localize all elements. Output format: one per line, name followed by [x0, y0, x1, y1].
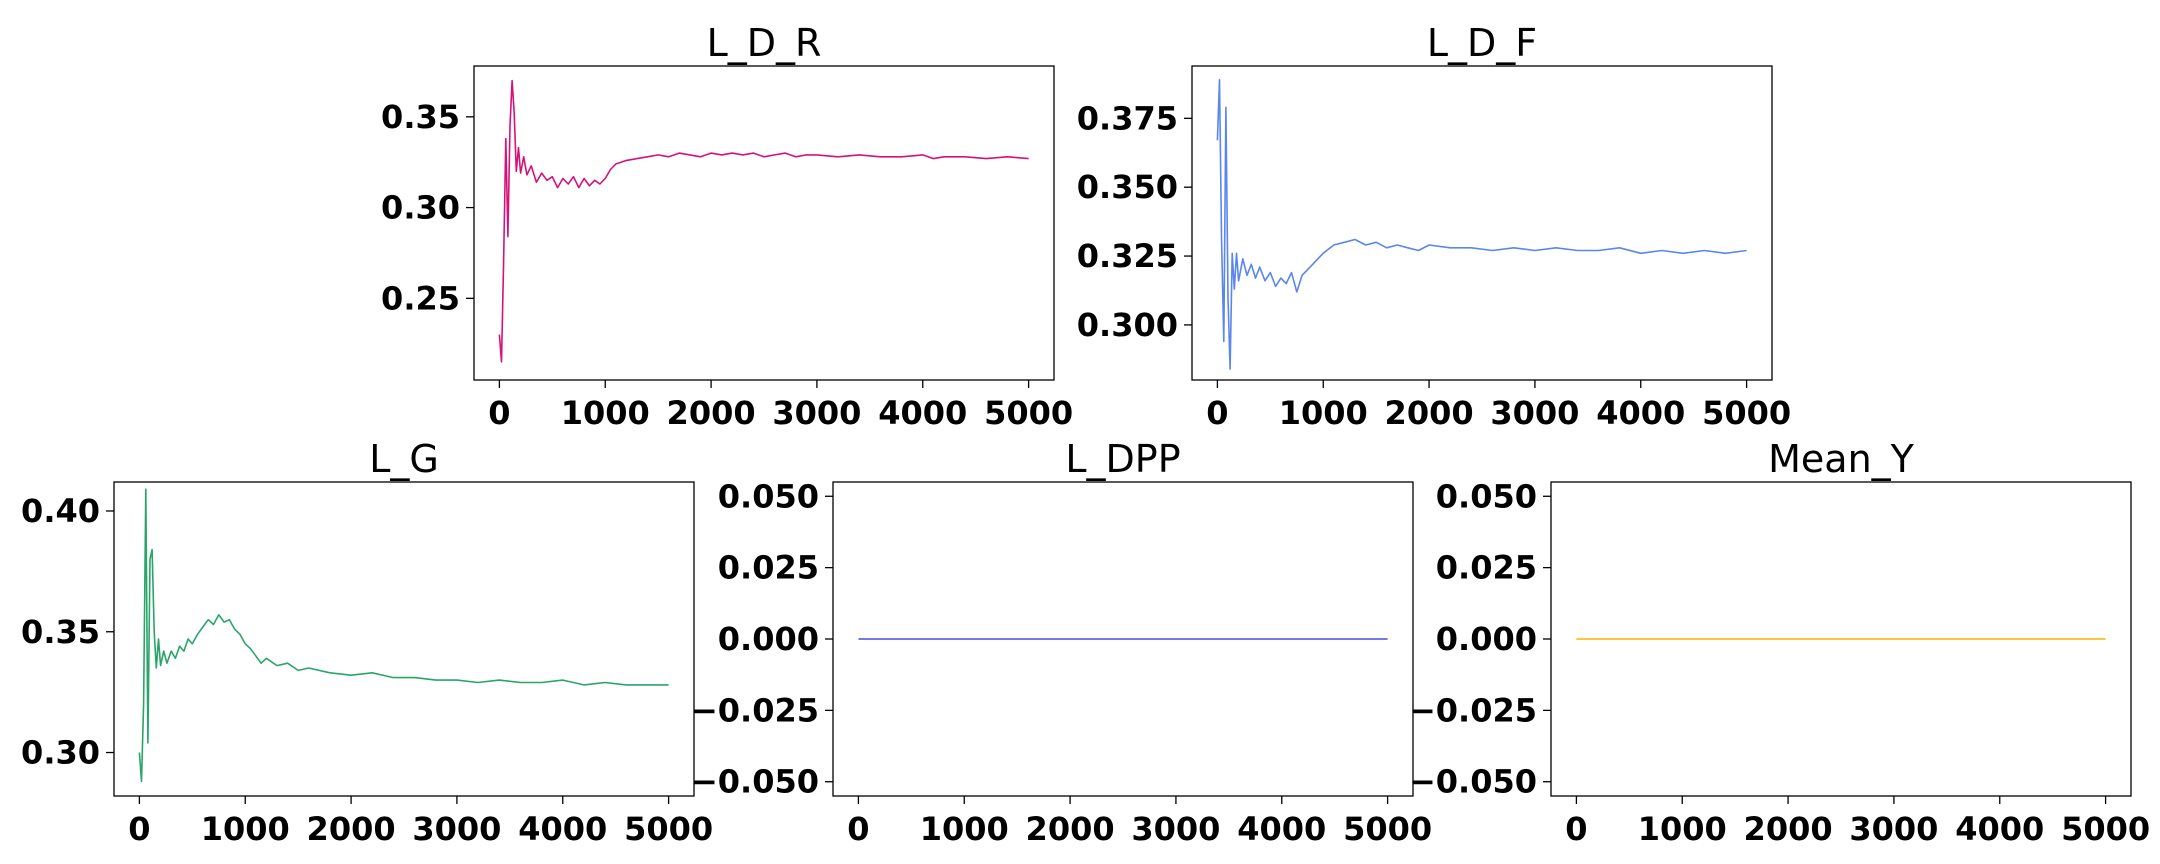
- y-tick-label: −0.050: [691, 763, 819, 801]
- chart-title: L_DPP: [1065, 437, 1180, 481]
- subplot-2: L_G 0 1000 2000 3000 4000 5000 0.30 0.35 0.40: [21, 437, 713, 848]
- x-tick-label: 4000: [1596, 394, 1685, 432]
- y-tick-label: 0.325: [1077, 237, 1178, 275]
- x-tick-label: 0: [488, 394, 510, 432]
- chart-title: L_D_F: [1427, 21, 1537, 65]
- y-tick-label: −0.050: [1409, 763, 1537, 801]
- x-tick-label: 5000: [1702, 394, 1791, 432]
- y-tick-label: 0.30: [381, 189, 460, 227]
- y-tick-label: 0.35: [21, 613, 100, 651]
- y-tick-label: 0.375: [1077, 99, 1178, 137]
- y-tick-label: 0.000: [1436, 620, 1537, 658]
- x-tick-label: 5000: [624, 810, 713, 848]
- x-tick-label: 4000: [1237, 810, 1326, 848]
- x-tick-label: 3000: [1490, 394, 1579, 432]
- x-tick-label: 4000: [878, 394, 967, 432]
- subplot-1: L_D_F 0 1000 2000 3000 4000 5000 0.300 0.325 0.35…: [1077, 21, 1791, 432]
- x-tick-label: 3000: [772, 394, 861, 432]
- y-tick-label: 0.050: [718, 477, 819, 515]
- x-tick-label: 5000: [984, 394, 1073, 432]
- x-tick-label: 3000: [1131, 810, 1220, 848]
- y-tick-label: 0.025: [1436, 549, 1537, 587]
- x-tick-label: 1000: [920, 810, 1009, 848]
- x-tick-label: 0: [1206, 394, 1228, 432]
- chart-title: Mean_Y: [1768, 437, 1915, 481]
- x-tick-label: 3000: [1849, 810, 1938, 848]
- plot-frame: [113, 481, 695, 797]
- y-tick-label: 0.350: [1077, 168, 1178, 206]
- y-tick-label: 0.25: [381, 279, 460, 317]
- series-line: [138, 488, 669, 783]
- x-tick-label: 4000: [518, 810, 607, 848]
- x-tick-label: 0: [128, 810, 150, 848]
- x-tick-label: 4000: [1955, 810, 2044, 848]
- subplot-3: L_DPP 0 1000 2000 3000 4000 5000 −0.050 −0.025 0.…: [691, 437, 1432, 848]
- y-tick-label: 0.35: [381, 98, 460, 136]
- series-line: [498, 79, 1029, 363]
- x-tick-label: 2000: [1744, 810, 1833, 848]
- x-tick-label: 1000: [201, 810, 290, 848]
- chart-title: L_D_R: [707, 21, 822, 65]
- x-tick-label: 5000: [2061, 810, 2150, 848]
- x-tick-label: 0: [847, 810, 869, 848]
- x-tick-label: 2000: [307, 810, 396, 848]
- chart-title: L_G: [369, 437, 439, 481]
- y-tick-label: 0.025: [718, 549, 819, 587]
- subplot-4: Mean_Y 0 1000 2000 3000 4000 5000 −0.050 −0.025 0…: [1409, 437, 2150, 848]
- series-line: [1216, 79, 1747, 370]
- y-tick-label: −0.025: [691, 691, 819, 729]
- subplot-0: L_D_R 0 1000 2000 3000 4000 5000 0.25 0.30 0.35: [381, 21, 1073, 432]
- y-tick-label: 0.050: [1436, 477, 1537, 515]
- x-tick-label: 1000: [1279, 394, 1368, 432]
- y-tick-label: 0.300: [1077, 306, 1178, 344]
- x-tick-label: 3000: [412, 810, 501, 848]
- x-tick-label: 5000: [1343, 810, 1432, 848]
- x-tick-label: 2000: [667, 394, 756, 432]
- plot-frame: [1191, 65, 1773, 381]
- x-tick-label: 1000: [561, 394, 650, 432]
- y-tick-label: 0.30: [21, 734, 100, 772]
- y-tick-label: 0.40: [21, 492, 100, 530]
- y-tick-label: −0.025: [1409, 691, 1537, 729]
- x-tick-label: 0: [1565, 810, 1587, 848]
- x-tick-label: 1000: [1638, 810, 1727, 848]
- plot-frame: [473, 65, 1055, 381]
- x-tick-label: 2000: [1026, 810, 1115, 848]
- y-tick-label: 0.000: [718, 620, 819, 658]
- x-tick-label: 2000: [1385, 394, 1474, 432]
